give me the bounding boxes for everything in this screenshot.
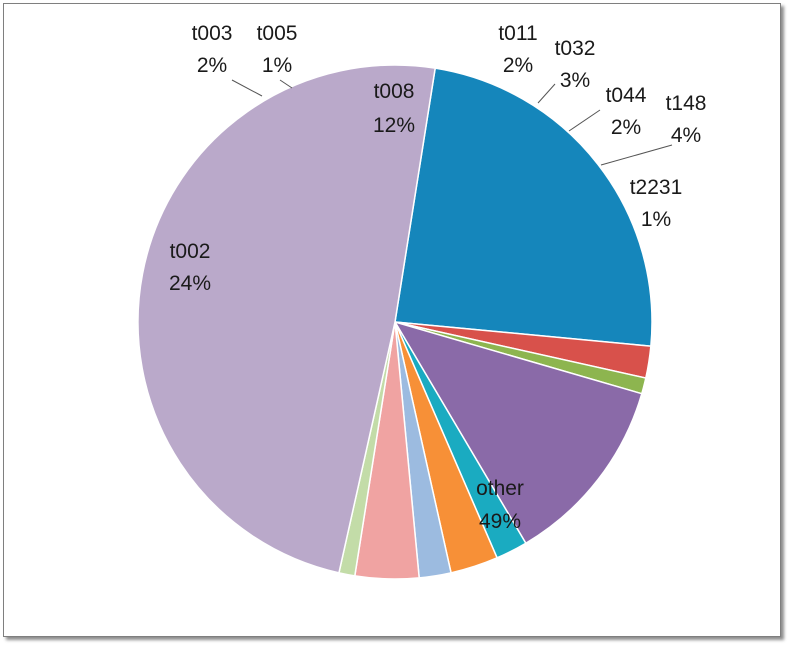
- slice-label-t044: t044: [606, 84, 647, 107]
- slice-percent-t148: 4%: [671, 124, 701, 147]
- slice-label-t003: t003: [192, 22, 233, 45]
- pie-slices: [137, 64, 653, 580]
- slice-percent-t2231: 1%: [641, 208, 671, 231]
- leader-line-t003: [231, 79, 263, 97]
- slice-percent-t003: 2%: [197, 54, 227, 77]
- slice-label-t148: t148: [666, 92, 707, 115]
- slice-percent-other: 49%: [479, 510, 521, 533]
- pie-slice-t008: [393, 320, 643, 545]
- pie-slice-other: [137, 64, 437, 574]
- slice-label-other: other: [476, 477, 524, 500]
- leader-line-t044: [568, 109, 601, 132]
- leader-line-t032: [537, 83, 556, 104]
- leader-line-t005: [279, 79, 293, 89]
- slice-percent-t032: 3%: [560, 69, 590, 92]
- slice-label-t032: t032: [555, 37, 596, 60]
- slice-label-t002: t002: [170, 240, 211, 263]
- slice-percent-t008: 12%: [373, 114, 415, 137]
- pie-slice-t002: [394, 67, 653, 348]
- slice-percent-t044: 2%: [611, 116, 641, 139]
- leader-line-t148: [600, 144, 673, 166]
- slice-label-t005: t005: [257, 22, 298, 45]
- leader-lines: [231, 79, 673, 166]
- slice-percent-t005: 1%: [262, 54, 292, 77]
- slice-percent-t002: 24%: [169, 272, 211, 295]
- slice-label-t011: t011: [498, 22, 537, 45]
- slice-labels: t002 24% t003 2% t005 1% t008 12% t011 2% t032 3% t0…: [169, 22, 706, 533]
- slice-label-t2231: t2231: [630, 176, 683, 199]
- slice-percent-t011: 2%: [503, 54, 533, 77]
- slice-label-t008: t008: [374, 80, 415, 103]
